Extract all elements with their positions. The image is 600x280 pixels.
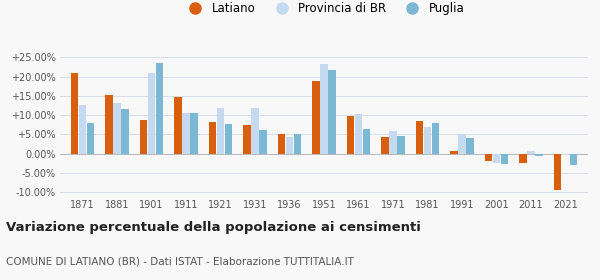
Bar xyxy=(466,138,474,154)
Bar xyxy=(243,125,251,154)
Bar xyxy=(520,154,527,163)
Bar xyxy=(155,63,163,154)
Bar xyxy=(121,109,128,154)
Bar xyxy=(105,95,113,154)
Bar xyxy=(259,130,267,154)
Bar xyxy=(431,123,439,154)
Bar xyxy=(320,64,328,154)
Bar xyxy=(424,127,431,154)
Bar xyxy=(217,108,224,154)
Bar xyxy=(293,134,301,154)
Bar xyxy=(493,154,500,163)
Bar xyxy=(397,136,405,154)
Bar xyxy=(71,73,78,154)
Bar xyxy=(570,154,577,165)
Text: Variazione percentuale della popolazione ai censimenti: Variazione percentuale della popolazione… xyxy=(6,221,421,234)
Bar xyxy=(148,73,155,154)
Bar xyxy=(500,154,508,164)
Bar xyxy=(79,105,86,154)
Bar xyxy=(286,137,293,154)
Bar xyxy=(182,113,190,154)
Bar xyxy=(86,123,94,154)
Bar xyxy=(355,113,362,154)
Bar xyxy=(554,154,562,190)
Bar xyxy=(328,70,336,154)
Legend: Latiano, Provincia di BR, Puglia: Latiano, Provincia di BR, Puglia xyxy=(179,0,469,20)
Bar xyxy=(224,124,232,154)
Bar xyxy=(251,108,259,154)
Bar xyxy=(458,134,466,154)
Bar xyxy=(562,154,569,155)
Bar xyxy=(140,120,148,154)
Bar xyxy=(451,151,458,154)
Text: COMUNE DI LATIANO (BR) - Dati ISTAT - Elaborazione TUTTITALIA.IT: COMUNE DI LATIANO (BR) - Dati ISTAT - El… xyxy=(6,256,354,267)
Bar xyxy=(347,116,355,154)
Bar xyxy=(209,122,217,154)
Bar xyxy=(190,113,197,154)
Bar xyxy=(416,121,424,154)
Bar xyxy=(362,129,370,154)
Bar xyxy=(527,151,535,154)
Bar xyxy=(485,154,493,161)
Bar xyxy=(113,104,121,154)
Bar xyxy=(312,81,320,154)
Bar xyxy=(535,154,543,155)
Bar xyxy=(174,97,182,154)
Bar xyxy=(278,134,286,154)
Bar xyxy=(381,137,389,154)
Bar xyxy=(389,131,397,154)
